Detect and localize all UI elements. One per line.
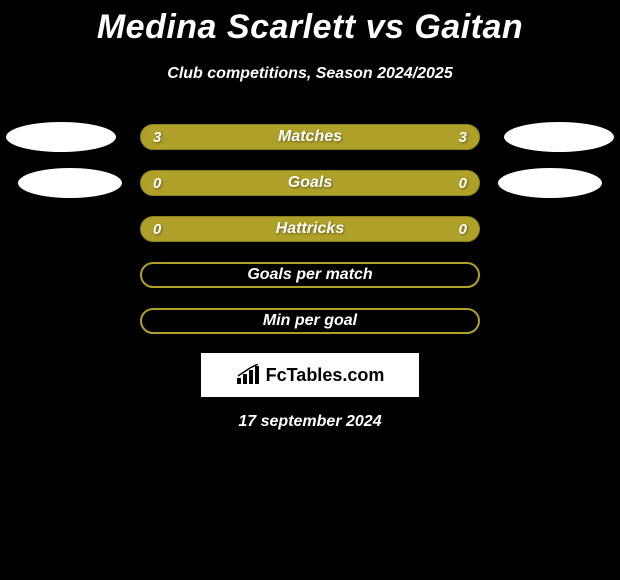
stat-label: Goals (288, 174, 332, 192)
page-title: Medina Scarlett vs Gaitan (0, 8, 620, 47)
stat-value-left: 0 (153, 221, 161, 238)
stat-row-goals-per-match: Goals per match (0, 261, 620, 289)
logo: FcTables.com (236, 364, 385, 386)
stat-value-left: 3 (153, 129, 161, 146)
stat-value-right: 3 (459, 129, 467, 146)
logo-text: FcTables.com (266, 365, 385, 386)
stat-label: Min per goal (263, 312, 357, 330)
stat-row-min-per-goal: Min per goal (0, 307, 620, 335)
stat-row-matches: 3 Matches 3 (0, 123, 620, 151)
stat-value-right: 0 (459, 175, 467, 192)
stat-value-left: 0 (153, 175, 161, 192)
subtitle: Club competitions, Season 2024/2025 (0, 65, 620, 83)
player-right-oval (504, 122, 614, 152)
logo-box: FcTables.com (201, 353, 419, 397)
stat-rows: 3 Matches 3 0 Goals 0 0 Hattricks 0 (0, 123, 620, 335)
stat-bar: 3 Matches 3 (140, 124, 480, 150)
stat-row-goals: 0 Goals 0 (0, 169, 620, 197)
stat-label: Hattricks (276, 220, 344, 238)
stat-row-hattricks: 0 Hattricks 0 (0, 215, 620, 243)
date-label: 17 september 2024 (0, 413, 620, 431)
stat-label: Goals per match (247, 266, 372, 284)
player-right-oval (498, 168, 602, 198)
player-left-oval (6, 122, 116, 152)
stat-label: Matches (278, 128, 342, 146)
stat-bar: 0 Hattricks 0 (140, 216, 480, 242)
player-left-oval (18, 168, 122, 198)
stat-value-right: 0 (459, 221, 467, 238)
comparison-card: Medina Scarlett vs Gaitan Club competiti… (0, 0, 620, 431)
stat-bar: Min per goal (140, 308, 480, 334)
stat-bar: Goals per match (140, 262, 480, 288)
stat-bar: 0 Goals 0 (140, 170, 480, 196)
bar-chart-icon (236, 364, 262, 386)
